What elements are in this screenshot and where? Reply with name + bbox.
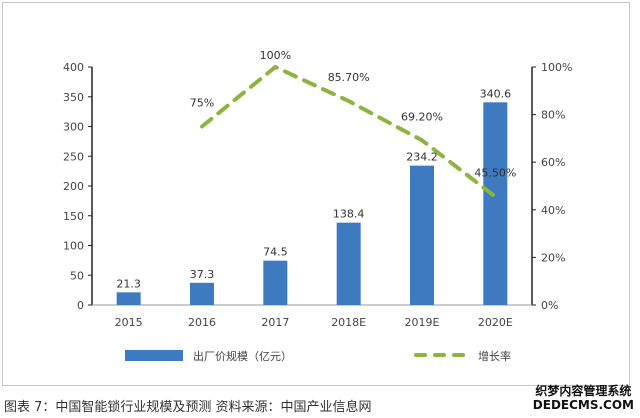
left-tick-label: 0 <box>77 299 84 312</box>
chart-caption: 图表 7：中国智能锁行业规模及预测 资料来源：中国产业信息网 <box>4 400 372 415</box>
left-tick-label: 400 <box>63 61 84 74</box>
right-tick-label: 40% <box>541 204 565 217</box>
x-tick-label: 2017 <box>261 316 289 329</box>
legend-line-label: 增长率 <box>478 349 511 363</box>
x-tick-label: 2020E <box>478 316 513 329</box>
right-tick-label: 0% <box>541 299 558 312</box>
bar-data-label: 74.5 <box>263 246 288 259</box>
x-tick-label: 2018E <box>331 316 366 329</box>
line-data-label: 100% <box>260 49 291 62</box>
x-tick-label: 2015 <box>115 316 143 329</box>
bar <box>116 292 141 305</box>
line-data-label: 69.20% <box>401 110 443 123</box>
watermark-line1: 织梦内容管理系统 <box>535 384 632 398</box>
bar-data-label: 37.3 <box>190 268 215 281</box>
right-tick-label: 100% <box>541 61 572 74</box>
bar-data-label: 21.3 <box>116 277 141 290</box>
legend-bar-label: 出厂价规模（亿元） <box>193 349 292 363</box>
bar <box>336 222 361 305</box>
legend-bar-swatch <box>125 350 183 361</box>
right-tick-label: 20% <box>541 251 565 264</box>
bar-data-label: 138.4 <box>333 208 365 221</box>
left-tick-label: 250 <box>63 150 84 163</box>
bar <box>190 282 214 305</box>
line-data-label: 85.70% <box>328 71 370 84</box>
left-tick-label: 200 <box>63 180 84 193</box>
x-tick-label: 2019E <box>405 316 440 329</box>
left-tick-label: 50 <box>70 269 84 282</box>
x-tick-label: 2016 <box>188 316 216 329</box>
bar-data-label: 340.6 <box>480 87 512 100</box>
chart: 0 50 100 150 200 250 300 350 400 0% 20% 40% 60% 80% 10… <box>63 49 572 363</box>
right-tick-label: 80% <box>541 109 565 122</box>
left-tick-label: 100 <box>63 240 84 253</box>
bar <box>483 102 508 305</box>
right-tick-label: 60% <box>541 156 565 169</box>
line-data-label: 45.50% <box>474 167 516 180</box>
growth-line <box>200 64 498 199</box>
left-tick-label: 150 <box>63 210 84 223</box>
bar-data-label: 234.2 <box>406 151 438 164</box>
line-data-label: 75% <box>190 97 214 110</box>
watermark: 织梦内容管理系统 DEDECMS.COM <box>533 384 634 412</box>
chart-frame <box>2 2 630 386</box>
left-tick-label: 350 <box>63 91 84 104</box>
bar <box>263 260 288 305</box>
bar <box>410 165 434 305</box>
watermark-line2: DEDECMS.COM <box>532 398 634 412</box>
left-tick-label: 300 <box>63 121 84 134</box>
